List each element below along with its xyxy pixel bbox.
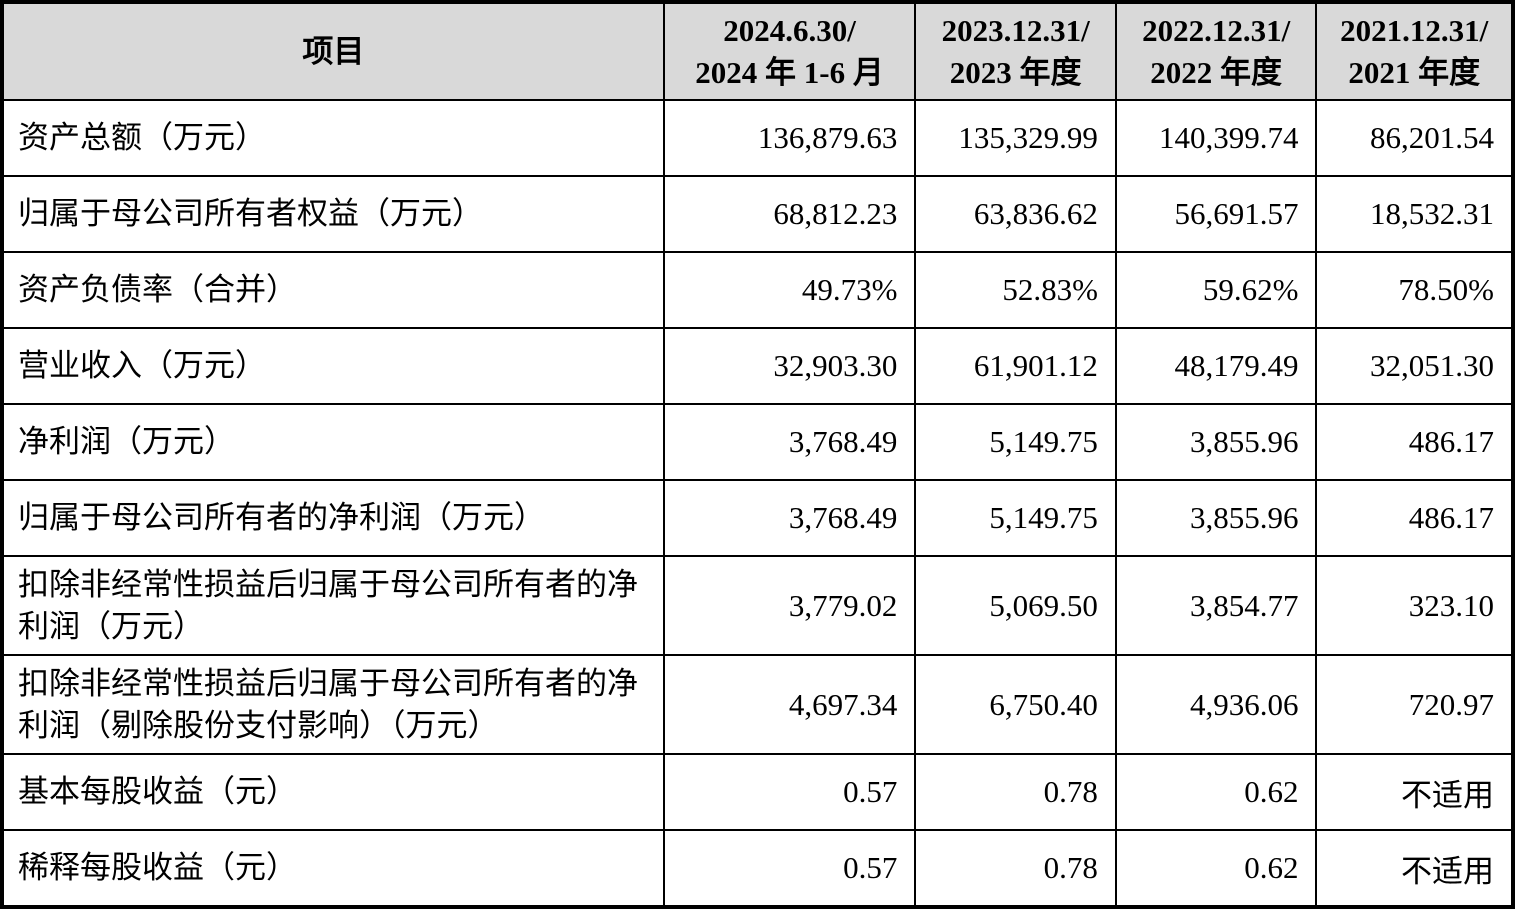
header-row: 项目 2024.6.30/ 2024 年 1-6 月 2023.12.31/ 2… [1,1,1514,101]
row-value: 63,836.62 [914,175,1117,253]
header-cell-item: 项目 [1,1,665,101]
row-value: 486.17 [1315,479,1514,557]
row-value: 486.17 [1315,403,1514,481]
header-period-line1: 2021.12.31/ [1340,12,1489,48]
header-cell-period-2022: 2022.12.31/ 2022 年度 [1114,1,1318,101]
header-cell-period-2023: 2023.12.31/ 2023 年度 [914,1,1117,101]
header-period-line2: 2023 年度 [949,54,1082,90]
row-value: 3,854.77 [1114,555,1318,656]
row-label: 净利润（万元） [1,403,665,481]
row-label: 资产总额（万元） [1,99,665,177]
table-row: 基本每股收益（元） 0.57 0.78 0.62 不适用 [1,753,1514,831]
header-item-label: 项目 [302,33,365,69]
row-value: 32,903.30 [662,327,917,405]
table-row: 归属于母公司所有者权益（万元） 68,812.23 63,836.62 56,691.… [1,175,1514,253]
row-value: 32,051.30 [1315,327,1514,405]
row-value: 4,697.34 [662,654,917,755]
row-value: 52.83% [914,251,1117,329]
row-value: 135,329.99 [914,99,1117,177]
table-row: 营业收入（万元） 32,903.30 61,901.12 48,179.49 32,05… [1,327,1514,405]
row-label: 资产负债率（合并） [1,251,665,329]
row-value: 不适用 [1315,753,1514,831]
table-body: 资产总额（万元） 136,879.63 135,329.99 140,399.74 86… [1,99,1514,908]
row-value: 48,179.49 [1114,327,1318,405]
row-label: 稀释每股收益（元） [1,829,665,908]
header-period-line1: 2024.6.30/ [723,12,856,48]
row-value: 6,750.40 [914,654,1117,755]
row-value: 5,149.75 [914,403,1117,481]
header-period-line1: 2023.12.31/ [941,12,1090,48]
row-label: 扣除非经常性损益后归属于母公司所有者的净利润（万元） [1,555,665,656]
row-value: 5,149.75 [914,479,1117,557]
table-row: 扣除非经常性损益后归属于母公司所有者的净利润（剔除股份支付影响）（万元） 4,69… [1,654,1514,755]
row-value: 不适用 [1315,829,1514,908]
row-value: 0.62 [1114,753,1318,831]
row-value: 18,532.31 [1315,175,1514,253]
table-row: 稀释每股收益（元） 0.57 0.78 0.62 不适用 [1,829,1514,908]
row-value: 56,691.57 [1114,175,1318,253]
row-value: 0.78 [914,829,1117,908]
header-period-line2: 2022 年度 [1150,54,1283,90]
row-label: 营业收入（万元） [1,327,665,405]
row-value: 3,768.49 [662,403,917,481]
header-period-line1: 2022.12.31/ [1142,12,1291,48]
row-value: 140,399.74 [1114,99,1318,177]
table-row: 归属于母公司所有者的净利润（万元） 3,768.49 5,149.75 3,855.9… [1,479,1514,557]
row-value: 0.57 [662,753,917,831]
row-label: 扣除非经常性损益后归属于母公司所有者的净利润（剔除股份支付影响）（万元） [1,654,665,755]
row-value: 59.62% [1114,251,1318,329]
header-period-line2: 2024 年 1-6 月 [695,54,884,90]
row-value: 78.50% [1315,251,1514,329]
row-label: 归属于母公司所有者的净利润（万元） [1,479,665,557]
header-cell-period-2024: 2024.6.30/ 2024 年 1-6 月 [662,1,917,101]
row-value: 61,901.12 [914,327,1117,405]
row-value: 3,855.96 [1114,479,1318,557]
table-header: 项目 2024.6.30/ 2024 年 1-6 月 2023.12.31/ 2… [1,1,1514,101]
row-value: 0.78 [914,753,1117,831]
table-row: 净利润（万元） 3,768.49 5,149.75 3,855.96 486.17 [1,403,1514,481]
row-value: 49.73% [662,251,917,329]
table-row: 扣除非经常性损益后归属于母公司所有者的净利润（万元） 3,779.02 5,069.… [1,555,1514,656]
row-value: 323.10 [1315,555,1514,656]
row-value: 86,201.54 [1315,99,1514,177]
header-cell-period-2021: 2021.12.31/ 2021 年度 [1315,1,1514,101]
row-value: 4,936.06 [1114,654,1318,755]
row-value: 136,879.63 [662,99,917,177]
row-value: 3,855.96 [1114,403,1318,481]
row-label: 基本每股收益（元） [1,753,665,831]
row-value: 3,779.02 [662,555,917,656]
row-value: 0.62 [1114,829,1318,908]
header-period-line2: 2021 年度 [1348,54,1481,90]
row-value: 0.57 [662,829,917,908]
row-label: 归属于母公司所有者权益（万元） [1,175,665,253]
table-row: 资产负债率（合并） 49.73% 52.83% 59.62% 78.50% [1,251,1514,329]
row-value: 3,768.49 [662,479,917,557]
row-value: 68,812.23 [662,175,917,253]
row-value: 720.97 [1315,654,1514,755]
row-value: 5,069.50 [914,555,1117,656]
table-row: 资产总额（万元） 136,879.63 135,329.99 140,399.74 86… [1,99,1514,177]
